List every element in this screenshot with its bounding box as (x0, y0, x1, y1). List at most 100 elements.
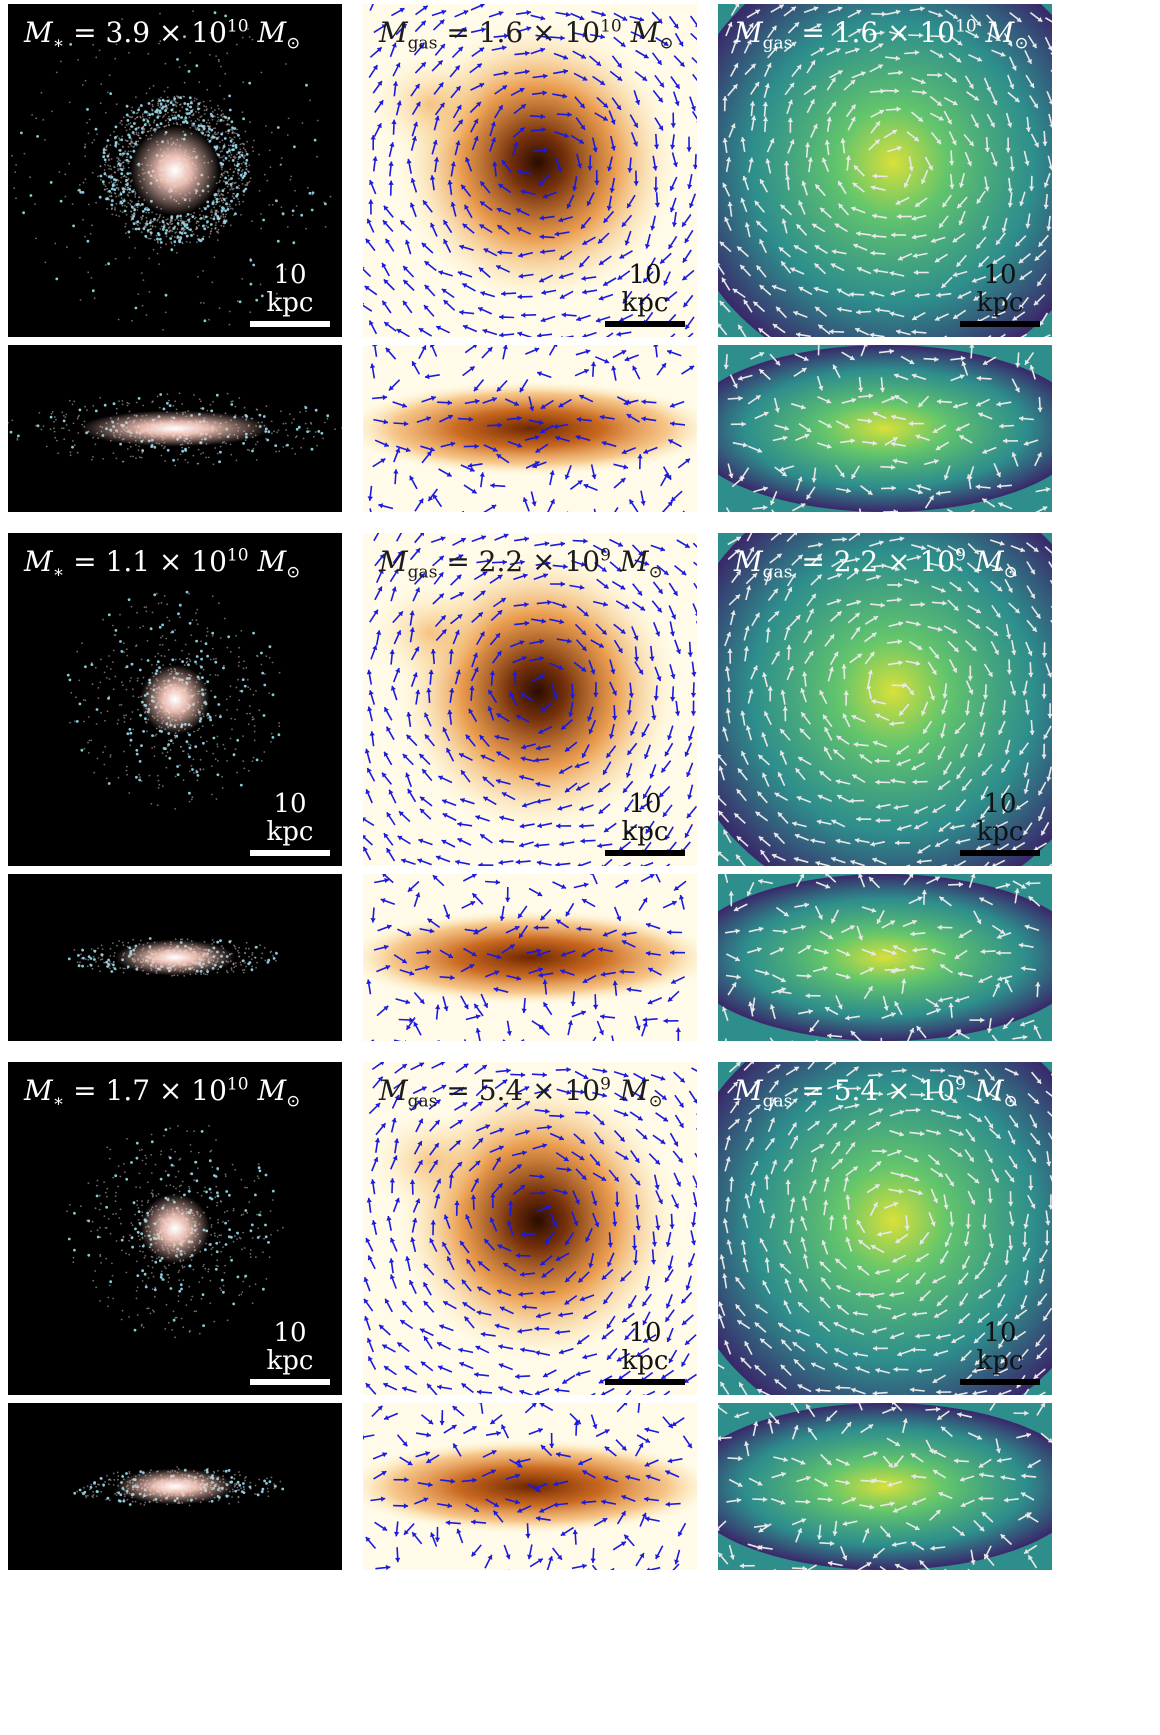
mass-value: 1.6 × 10 (833, 16, 956, 49)
velocity-arrows (718, 533, 1052, 866)
sun-subscript: ⊙ (659, 33, 674, 54)
sun-subscript: ⊙ (1003, 1091, 1018, 1112)
velocity-arrows (723, 345, 1051, 512)
mass-symbol: M (24, 1074, 53, 1107)
row3-stellar-faceon-image (8, 1062, 342, 1395)
scale-bar-line (605, 850, 685, 856)
mass-subscript: gas (762, 33, 793, 54)
scale-bar-line (960, 321, 1040, 327)
mass-subscript: ∗ (52, 1091, 65, 1112)
scale-bar-label: 10 kpc (976, 1318, 1024, 1376)
velocity-arrows (363, 4, 697, 337)
row3-gas-density-faceon: Mgas = 5.4 × 109 M⊙ 10 kpc (363, 1062, 697, 1395)
row2-gas-density-faceon: Mgas = 2.2 × 109 M⊙ 10 kpc (363, 533, 697, 866)
solar-mass-unit: M (257, 16, 287, 49)
row2-gas-density-edgeon-image (363, 874, 697, 1041)
scale-bar: 10 kpc (605, 1319, 685, 1385)
mass-value: 1.7 × 10 (105, 1074, 227, 1107)
scale-bar-label: 10 kpc (976, 789, 1024, 847)
gas-mass-label: Mgas = 2.2 × 109 M⊙ (379, 545, 663, 583)
sun-subscript: ⊙ (1003, 562, 1018, 583)
velocity-arrows (363, 533, 697, 866)
row1-gas-velocity-edgeon-image (718, 345, 1052, 512)
row3-gas-density-edgeon (363, 1403, 697, 1570)
row2-gas-density-faceon-image (363, 533, 697, 866)
row3-stellar-faceon: M∗ = 1.7 × 1010 M⊙ 10 kpc (8, 1062, 342, 1395)
scale-bar: 10 kpc (250, 790, 330, 856)
row1-gas-velocity-faceon-image (718, 4, 1052, 337)
mass-subscript: gas (407, 33, 438, 54)
scale-bar: 10 kpc (960, 790, 1040, 856)
row3-gas-velocity-faceon: Mgas = 5.4 × 109 M⊙ 10 kpc (718, 1062, 1052, 1395)
row2-stellar-edgeon (8, 874, 342, 1041)
scale-bar-line (250, 321, 330, 327)
mass-symbol: M (734, 16, 763, 49)
scale-bar: 10 kpc (250, 261, 330, 327)
scale-bar-label: 10 kpc (621, 260, 669, 318)
velocity-arrows (367, 345, 695, 512)
scale-bar-line (250, 1379, 330, 1385)
row3-stellar-edgeon (8, 1403, 342, 1570)
sun-subscript: ⊙ (648, 1091, 663, 1112)
row1-stellar-edgeon (8, 345, 342, 512)
gas-mass-label: Mgas = 2.2 × 109 M⊙ (734, 545, 1018, 583)
stellar-mass-label: M∗ = 1.7 × 1010 M⊙ (24, 1074, 301, 1112)
mass-subscript: gas (762, 1091, 793, 1112)
row1-gas-density-faceon: Mgas = 1.6 × 1010 M⊙ 10 kpc (363, 4, 697, 337)
solar-mass-unit: M (630, 16, 660, 49)
mass-value: 5.4 × 10 (478, 1074, 601, 1107)
gas-mass-label: Mgas = 5.4 × 109 M⊙ (734, 1074, 1018, 1112)
mass-symbol: M (24, 545, 53, 578)
scale-bar: 10 kpc (250, 1319, 330, 1385)
mass-exponent: 9 (955, 1074, 966, 1095)
solar-mass-unit: M (257, 1074, 287, 1107)
row2-gas-velocity-edgeon (718, 874, 1052, 1041)
row3-gas-velocity-edgeon-image (718, 1403, 1052, 1570)
mass-subscript: gas (407, 1091, 438, 1112)
mass-exponent: 10 (226, 545, 249, 566)
row1-gas-density-edgeon-image (363, 345, 697, 512)
velocity-arrows (718, 1403, 1052, 1570)
scale-bar-label: 10 kpc (266, 789, 314, 847)
row3-stellar-edgeon-image (8, 1403, 342, 1570)
velocity-arrows (363, 1403, 693, 1570)
mass-exponent: 9 (600, 1074, 611, 1095)
scale-bar-line (605, 321, 685, 327)
gas-mass-label: Mgas = 5.4 × 109 M⊙ (379, 1074, 663, 1112)
scale-bar-label: 10 kpc (976, 260, 1024, 318)
stellar-mass-label: M∗ = 1.1 × 1010 M⊙ (24, 545, 301, 583)
sun-subscript: ⊙ (286, 1091, 301, 1112)
scale-bar: 10 kpc (605, 261, 685, 327)
row1-stellar-edgeon-image (8, 345, 342, 512)
sun-subscript: ⊙ (1014, 33, 1029, 54)
row2-stellar-faceon: M∗ = 1.1 × 1010 M⊙ 10 kpc (8, 533, 342, 866)
velocity-arrows (363, 1062, 697, 1395)
row1-gas-density-faceon-image (363, 4, 697, 337)
mass-subscript: gas (407, 562, 438, 583)
scale-bar-line (960, 1379, 1040, 1385)
mass-value: 2.2 × 10 (478, 545, 601, 578)
mass-symbol: M (734, 545, 763, 578)
solar-mass-unit: M (619, 545, 649, 578)
velocity-arrows (718, 1062, 1052, 1395)
sun-subscript: ⊙ (286, 562, 301, 583)
mass-value: 1.1 × 10 (105, 545, 227, 578)
sun-subscript: ⊙ (648, 562, 663, 583)
row3-gas-velocity-faceon-image (718, 1062, 1052, 1395)
row2-stellar-edgeon-image (8, 874, 342, 1041)
row1-stellar-faceon: M∗ = 3.9 × 1010 M⊙ 10 kpc (8, 4, 342, 337)
scale-bar-label: 10 kpc (621, 789, 669, 847)
scale-bar: 10 kpc (605, 790, 685, 856)
solar-mass-unit: M (619, 1074, 649, 1107)
velocity-arrows (366, 874, 687, 1041)
scale-bar: 10 kpc (960, 1319, 1040, 1385)
mass-value: 1.6 × 10 (478, 16, 601, 49)
mass-subscript: ∗ (52, 33, 65, 54)
gas-mass-label: Mgas = 1.6 × 1010 M⊙ (379, 16, 674, 54)
row3-gas-density-faceon-image (363, 1062, 697, 1395)
row2-gas-velocity-faceon: Mgas = 2.2 × 109 M⊙ 10 kpc (718, 533, 1052, 866)
scale-bar-line (605, 1379, 685, 1385)
velocity-arrows (718, 4, 1052, 337)
row1-gas-density-edgeon (363, 345, 697, 512)
row2-gas-velocity-faceon-image (718, 533, 1052, 866)
